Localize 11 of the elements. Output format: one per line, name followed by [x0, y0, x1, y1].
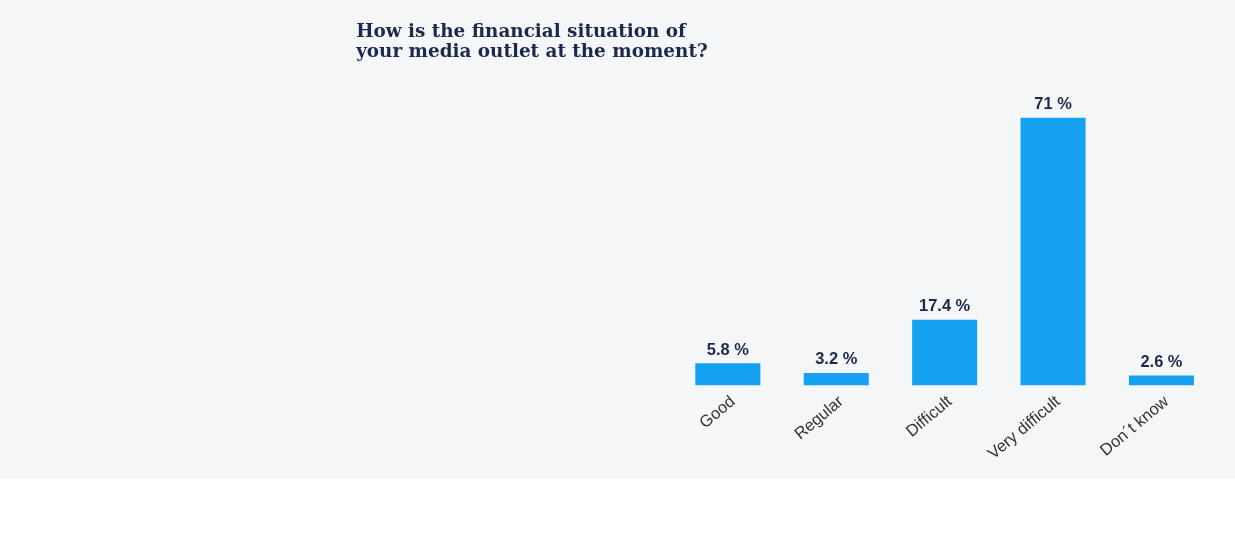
bar	[1020, 117, 1086, 386]
data-label: 2.6 %	[1140, 351, 1183, 370]
data-label: 3.2 %	[815, 349, 858, 368]
data-label: 5.8 %	[706, 339, 750, 358]
chart-title: How is the financial situation of your media outlet at the moment?	[355, 19, 708, 61]
data-label: 17.4 %	[919, 295, 971, 314]
bar	[803, 373, 869, 386]
bar	[695, 363, 761, 386]
data-label: 71 %	[1034, 94, 1073, 113]
bar	[1128, 375, 1194, 386]
bar	[912, 319, 978, 386]
